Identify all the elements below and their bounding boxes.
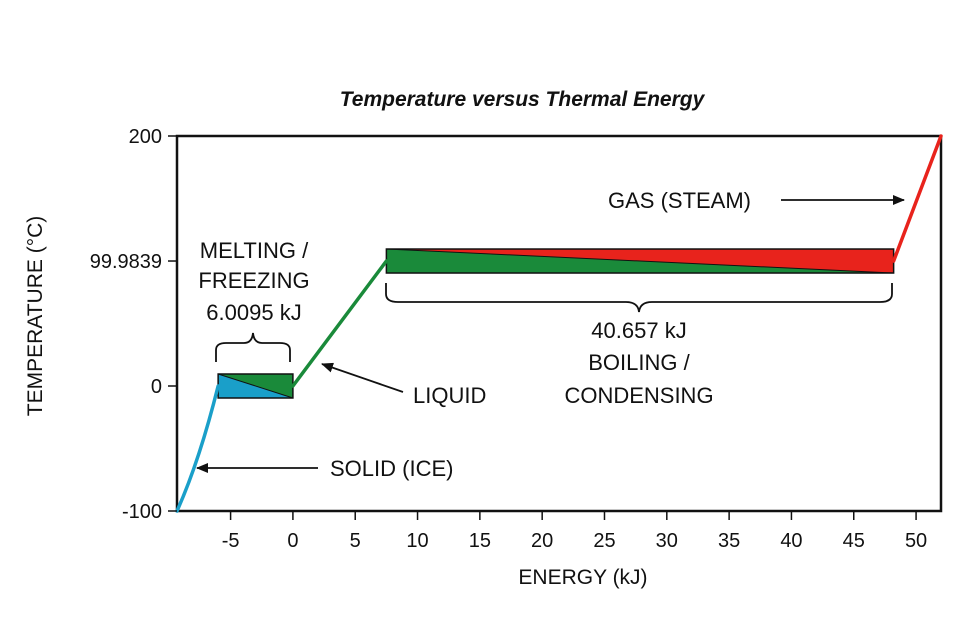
y-tick-label: 0 (151, 376, 162, 398)
gas-annotation: GAS (STEAM) (608, 188, 751, 213)
solid-annotation: SOLID (ICE) (330, 456, 453, 481)
x-tick-label: 25 (593, 530, 615, 552)
melting-label-line1: MELTING / (200, 238, 309, 263)
melting-box-diagonal (217, 373, 294, 399)
x-tick-label: 20 (531, 530, 553, 552)
boiling-label-line2: CONDENSING (564, 383, 713, 408)
y-tick-label: -100 (122, 501, 162, 523)
x-tick-label: 50 (905, 530, 927, 552)
x-tick-label: -5 (222, 530, 240, 552)
melting-label-line2: FREEZING (198, 268, 309, 293)
x-tick-label: 5 (350, 530, 361, 552)
boiling-box-diagonal (386, 248, 894, 274)
plot-area-frame (175, 134, 943, 513)
phase-change-boxes (217, 248, 895, 399)
x-tick-label: 45 (843, 530, 865, 552)
melting-brace (215, 332, 291, 362)
boiling-label-line1: BOILING / (588, 350, 690, 375)
x-tick-label: 35 (718, 530, 740, 552)
y-axis-label: TEMPERATURE (°C) (24, 216, 47, 417)
x-tick-label: 40 (780, 530, 802, 552)
y-axis-ticks: -100 0 99.9839 200 (90, 126, 177, 523)
y-tick-label: 200 (129, 126, 162, 148)
x-axis-ticks: -5 0 5 10 15 20 25 30 35 40 45 50 (222, 511, 927, 552)
series-lines (175, 134, 943, 513)
x-tick-label: 15 (469, 530, 491, 552)
x-axis-label: ENERGY (kJ) (518, 566, 647, 589)
liquid-phase-line (291, 259, 389, 388)
x-tick-label: 10 (406, 530, 428, 552)
boiling-brace (385, 283, 893, 313)
liquid-annotation: LIQUID (413, 383, 486, 408)
x-tick-label: 30 (656, 530, 678, 552)
solid-phase-line (175, 384, 220, 513)
melting-energy-label: 6.0095 kJ (206, 300, 301, 325)
x-tick-label: 0 (287, 530, 298, 552)
boiling-energy-label: 40.657 kJ (591, 318, 686, 343)
chart-title: Temperature versus Thermal Energy (340, 88, 706, 111)
liquid-arrow (321, 362, 404, 393)
y-tick-label: 99.9839 (90, 251, 162, 273)
gas-phase-line (891, 134, 943, 263)
